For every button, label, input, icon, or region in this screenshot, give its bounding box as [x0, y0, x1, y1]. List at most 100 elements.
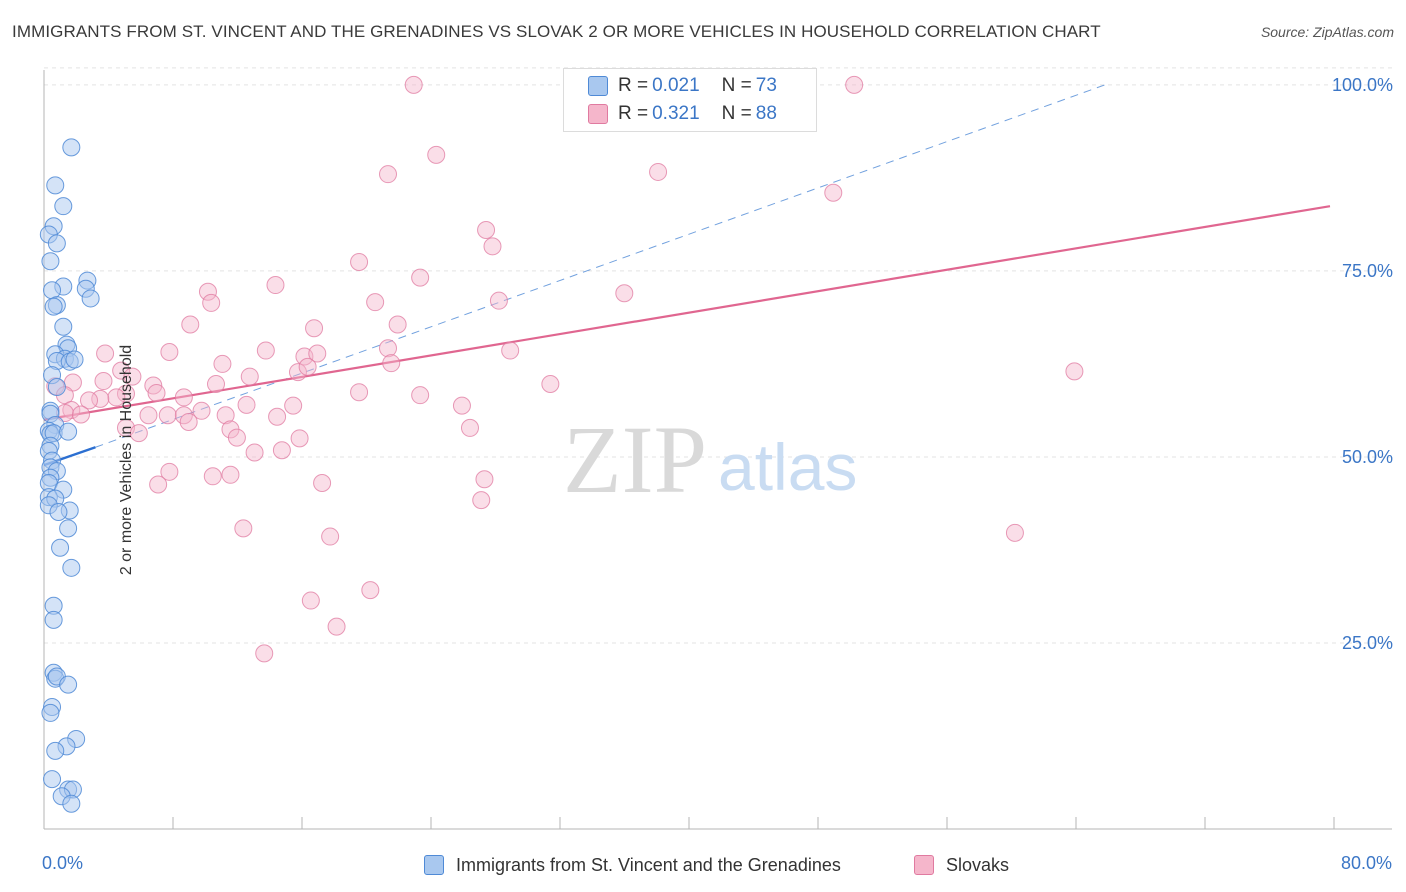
point-immigrants	[46, 176, 65, 195]
point-immigrants	[54, 317, 73, 336]
point-slovaks	[245, 443, 264, 462]
point-slovaks	[91, 389, 110, 408]
point-slovaks	[366, 293, 385, 312]
point-slovaks	[301, 591, 320, 610]
point-immigrants	[44, 610, 63, 629]
point-slovaks	[234, 519, 253, 538]
point-slovaks	[112, 361, 131, 380]
point-slovaks	[501, 341, 520, 360]
r-label: R =	[618, 75, 649, 96]
point-slovaks	[649, 162, 668, 181]
point-slovaks	[845, 75, 864, 94]
point-slovaks	[361, 581, 380, 600]
point-slovaks	[181, 315, 200, 334]
tick-labels: 25.0% 50.0% 75.0% 100.0% 0.0% 80.0%	[42, 75, 1393, 873]
point-slovaks	[216, 406, 235, 425]
point-slovaks	[240, 367, 259, 386]
n-label: N =	[721, 75, 752, 96]
x-tick-label: 80.0%	[1341, 853, 1392, 873]
point-slovaks	[147, 383, 166, 402]
point-immigrants	[41, 252, 60, 271]
point-slovaks	[221, 465, 240, 484]
point-immigrants	[46, 741, 65, 760]
point-slovaks	[179, 412, 198, 431]
point-immigrants	[81, 289, 100, 308]
point-slovaks	[477, 220, 496, 239]
n-value: 73	[755, 75, 777, 96]
data-points	[39, 75, 1084, 813]
x-tick-label: 0.0%	[42, 853, 83, 873]
stats-legend: R = 0.021 N = 73 R = 0.321 N = 88	[563, 68, 817, 132]
point-slovaks	[272, 441, 291, 460]
point-slovaks	[192, 401, 211, 420]
pink-swatch	[914, 855, 934, 875]
r-label: R =	[618, 103, 649, 124]
point-slovaks	[350, 252, 369, 271]
point-slovaks	[305, 319, 324, 338]
point-slovaks	[256, 341, 275, 360]
point-slovaks	[268, 407, 287, 426]
point-slovaks	[203, 467, 222, 486]
chart-title: IMMIGRANTS FROM ST. VINCENT AND THE GREN…	[12, 22, 1101, 41]
point-immigrants	[44, 297, 63, 316]
point-slovaks	[615, 284, 634, 303]
point-slovaks	[379, 165, 398, 184]
point-immigrants	[41, 703, 60, 722]
point-immigrants	[62, 558, 81, 577]
point-immigrants	[59, 422, 78, 441]
point-immigrants	[43, 770, 62, 789]
point-slovaks	[116, 384, 135, 403]
trend-line-blue-extended	[95, 84, 1106, 448]
point-immigrants	[47, 377, 66, 396]
point-slovaks	[388, 315, 407, 334]
point-slovaks	[298, 357, 317, 376]
legend-item-slovaks: Slovaks	[914, 852, 1009, 878]
point-slovaks	[207, 375, 226, 394]
gridlines	[44, 67, 1392, 644]
blue-swatch	[424, 855, 444, 875]
point-slovaks	[94, 372, 113, 391]
watermark-zip: ZIP	[563, 406, 707, 513]
point-slovaks	[1005, 523, 1024, 542]
pink-swatch	[588, 104, 608, 124]
point-slovaks	[472, 491, 491, 510]
point-slovaks	[160, 343, 179, 362]
point-immigrants	[43, 281, 62, 300]
r-value: 0.021	[652, 75, 700, 96]
y-tick-label: 50.0%	[1342, 447, 1393, 467]
point-slovaks	[213, 354, 232, 373]
legend-item-immigrants: Immigrants from St. Vincent and the Gren…	[424, 852, 841, 878]
point-slovaks	[489, 291, 508, 310]
point-slovaks	[327, 617, 346, 636]
trend-line-pink	[43, 205, 1331, 421]
point-immigrants	[65, 350, 84, 369]
stats-legend-row-blue: R = 0.021 N = 73	[588, 74, 777, 98]
point-slovaks	[139, 406, 158, 425]
stats-legend-row-pink: R = 0.321 N = 88	[588, 102, 777, 126]
point-slovaks	[350, 383, 369, 402]
point-slovaks	[460, 418, 479, 437]
r-value: 0.321	[652, 103, 700, 124]
point-immigrants	[47, 234, 66, 253]
watermark: ZIP atlas	[563, 406, 857, 513]
point-slovaks	[411, 268, 430, 287]
point-slovaks	[266, 276, 285, 295]
point-slovaks	[483, 237, 502, 256]
point-slovaks	[379, 339, 398, 358]
point-slovaks	[411, 386, 430, 405]
point-slovaks	[149, 475, 168, 494]
point-immigrants	[59, 519, 78, 538]
point-slovaks	[541, 375, 560, 394]
y-tick-label: 100.0%	[1332, 75, 1393, 95]
point-slovaks	[824, 183, 843, 202]
point-slovaks	[284, 396, 303, 415]
point-slovaks	[158, 406, 177, 425]
point-slovaks	[227, 428, 246, 447]
point-slovaks	[321, 527, 340, 546]
point-immigrants	[59, 675, 78, 694]
point-immigrants	[51, 538, 70, 557]
point-immigrants	[62, 794, 81, 813]
point-immigrants	[54, 197, 73, 216]
point-slovaks	[1065, 362, 1084, 381]
y-tick-label: 75.0%	[1342, 261, 1393, 281]
